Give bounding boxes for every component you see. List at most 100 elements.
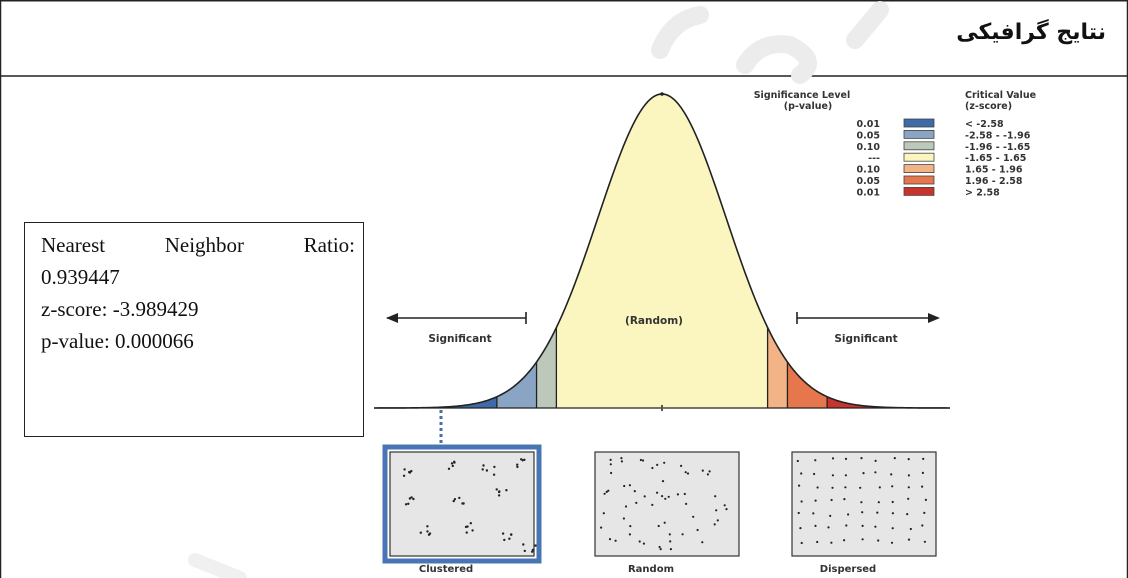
clustered-point: [498, 490, 501, 493]
dispersed-point: [890, 473, 893, 476]
clustered-point: [505, 489, 508, 492]
dispersed-point: [909, 527, 912, 531]
random-point: [609, 463, 612, 466]
random-label: Random: [628, 564, 674, 575]
dispersed-point: [844, 486, 847, 489]
dispersed-point: [816, 540, 819, 544]
clustered-point: [403, 468, 406, 471]
dispersed-point: [843, 498, 846, 501]
dispersed-point: [816, 486, 819, 489]
clustered-point: [412, 497, 415, 501]
legend-z-score-0: < -2.58: [965, 119, 1004, 130]
dispersed-point: [923, 540, 927, 543]
random-point: [600, 526, 603, 529]
legend-swatch-4: [903, 164, 935, 174]
dispersed-point: [861, 524, 864, 528]
dispersed-point: [800, 472, 803, 475]
legend-z-score-1: -2.58 - -1.96: [965, 130, 1031, 141]
random-point: [620, 460, 624, 463]
random-point: [639, 458, 643, 462]
random-panel: [594, 451, 740, 557]
random-point: [668, 533, 671, 536]
dispersed-point: [800, 541, 803, 545]
significant-right-label: Significant: [834, 333, 897, 345]
random-point: [701, 541, 704, 544]
band-0: [406, 396, 497, 408]
band-4: [767, 327, 788, 408]
random-point: [635, 501, 638, 504]
random-point: [680, 464, 683, 467]
dispersed-point: [891, 500, 894, 504]
clustered-point: [485, 469, 489, 472]
dispersed-point: [830, 498, 833, 502]
dispersed-point: [922, 457, 925, 460]
stats-box: Nearest Neighbor Ratio: 0.939447 z-score…: [24, 222, 364, 437]
random-point: [658, 545, 661, 549]
section-title: نتایج گرافیکی: [956, 20, 1106, 45]
clustered-point: [495, 488, 498, 491]
clustered-point: [516, 465, 519, 469]
dispersed-point: [814, 524, 817, 528]
random-point: [656, 463, 659, 466]
clustered-point: [408, 470, 411, 474]
clustered-point: [493, 465, 496, 469]
random-point: [622, 517, 626, 520]
random-point: [614, 539, 617, 542]
connector-dot-5: [439, 440, 443, 443]
random-point: [681, 533, 684, 536]
dispersed-point: [907, 458, 910, 461]
ratio-value: 0.939447: [41, 265, 120, 289]
random-point: [715, 509, 718, 512]
legend-p-value-0: 0.01: [857, 119, 880, 130]
random-point: [659, 548, 662, 551]
random-point: [685, 502, 688, 505]
dispersed-point: [845, 524, 848, 527]
clustered-highlight: [382, 444, 542, 564]
random-point: [607, 489, 610, 492]
random-center-label: (Random): [625, 315, 683, 327]
dispersed-point: [862, 472, 865, 475]
dispersed-point: [831, 474, 835, 477]
random-point: [716, 519, 719, 522]
legend-z-score-4: 1.65 - 1.96: [965, 165, 1023, 176]
dispersed-point: [906, 513, 909, 516]
random-point: [706, 473, 710, 476]
legend-swatch-6: [903, 186, 935, 196]
random-point: [696, 528, 699, 532]
random-point: [692, 515, 695, 518]
random-point: [661, 495, 664, 498]
random-point: [624, 505, 628, 508]
dispersed-point: [921, 485, 924, 488]
dispersed-point: [924, 498, 928, 501]
dispersed-point: [861, 538, 864, 541]
legend-swatch-5: [903, 175, 935, 185]
random-point: [701, 469, 704, 472]
dispersed-point: [844, 474, 848, 477]
legend-p-value-1: 0.05: [857, 130, 880, 141]
clustered-point: [501, 532, 505, 535]
dispersed-point: [874, 471, 877, 474]
random-point: [605, 490, 608, 493]
random-point: [669, 540, 672, 543]
clustered-point: [447, 467, 451, 470]
random-point: [629, 525, 632, 528]
legend-sig-subheader: (p-value): [784, 101, 833, 112]
clustered-point: [492, 473, 496, 476]
legend-p-value-3: ---: [868, 153, 880, 164]
dispersed-point: [891, 485, 894, 488]
random-point: [725, 508, 728, 511]
zscore-value: z-score: -3.989429: [41, 297, 199, 321]
dispersed-point: [907, 474, 911, 477]
dispersed-point: [893, 457, 896, 460]
dispersed-point: [860, 457, 863, 460]
dispersed-point: [877, 501, 880, 504]
legend-crit-header: Critical Value: [965, 90, 1036, 101]
clustered-point: [465, 531, 468, 534]
dispersed-point: [921, 471, 925, 474]
random-point: [684, 471, 687, 474]
dispersed-point: [797, 511, 800, 515]
dispersed-point: [921, 524, 924, 527]
clustered-label: Clustered: [419, 564, 473, 575]
clustered-point: [410, 496, 413, 499]
